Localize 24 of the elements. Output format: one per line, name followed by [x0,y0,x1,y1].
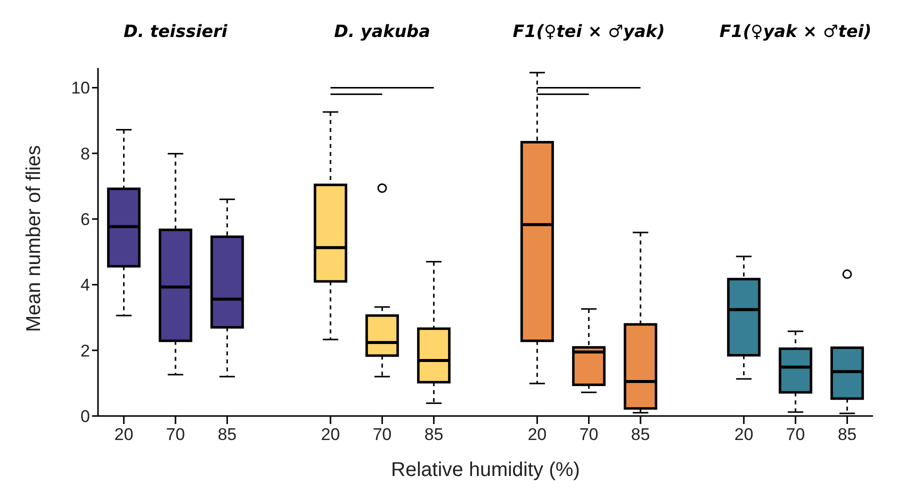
y-tick-label: 8 [80,144,90,164]
x-tick-label: 70 [372,425,392,444]
x-axis-title: Relative humidity (%) [391,459,580,481]
x-tick-label: 85 [218,425,237,444]
x-tick-label: 85 [631,425,650,444]
text: F1(♀yak × ♂tei) [718,22,873,42]
y-tick-label: 10 [71,78,90,98]
y-tick-label: 0 [80,407,90,426]
y-axis-title: Mean number of flies [23,145,46,332]
y-tick-label: 4 [80,276,90,295]
y-tick-label: 2 [80,341,90,360]
x-tick-label: 85 [424,425,444,444]
x-tick-label: 20 [528,425,547,444]
x-tick-label: 70 [786,425,805,444]
y-tick-label: 6 [80,210,90,230]
x-tick-label: 70 [166,425,185,444]
text: F1(♀tei × ♂yak) [512,22,666,42]
x-tick-label: 70 [579,425,598,444]
x-tick-label: 85 [838,425,857,444]
x-tick-label: 20 [321,425,340,444]
x-tick-label: 20 [734,425,754,444]
text: D. teissieri [122,22,228,42]
text: D. yakuba [333,22,432,42]
x-tick-label: 20 [114,425,134,444]
